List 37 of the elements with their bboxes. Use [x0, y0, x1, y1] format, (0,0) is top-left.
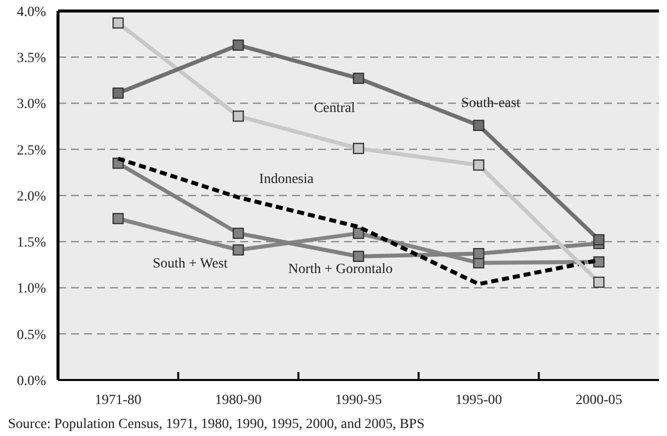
point	[352, 228, 364, 239]
point	[112, 17, 124, 29]
x-tick-label: 1971-80	[94, 393, 142, 408]
point	[593, 234, 604, 246]
point	[232, 228, 244, 239]
series-label: South-east	[461, 96, 520, 111]
point	[593, 276, 604, 288]
y-tick-label: 1.5%	[16, 236, 46, 251]
source-note: Source: Population Census, 1971, 1980, 1990, 1995, 2000, and 2005, BPS	[8, 417, 425, 432]
y-tick-label: 0.5%	[16, 328, 46, 343]
point	[232, 244, 244, 256]
point	[352, 142, 364, 154]
series-label: North + Gorontalo	[288, 262, 393, 277]
y-tick-label: 1.0%	[16, 282, 46, 297]
series-label: Indonesia	[259, 172, 314, 188]
point	[473, 120, 484, 131]
point	[352, 72, 364, 84]
point	[352, 250, 364, 262]
x-tick-label: 1980-90	[214, 393, 262, 408]
y-tick-label: 0.0%	[16, 374, 46, 389]
series-label: Central	[314, 100, 356, 116]
y-tick-label: 3.5%	[16, 51, 46, 66]
point	[593, 256, 604, 268]
point	[473, 159, 484, 171]
y-tick-label: 4.0%	[16, 4, 46, 20]
x-tick-label: 1995-00	[455, 393, 502, 408]
point	[232, 110, 244, 122]
x-tick-label: 1990-95	[335, 393, 382, 408]
point	[112, 88, 124, 99]
series-label: South + West	[152, 256, 228, 272]
y-tick-label: 2.0%	[16, 189, 46, 204]
y-tick-label: 2.5%	[16, 143, 46, 158]
x-tick-label: 2000-05	[576, 393, 622, 408]
y-tick-label: 3.0%	[16, 97, 46, 112]
point	[473, 248, 484, 260]
point	[232, 40, 244, 51]
point	[112, 212, 124, 224]
